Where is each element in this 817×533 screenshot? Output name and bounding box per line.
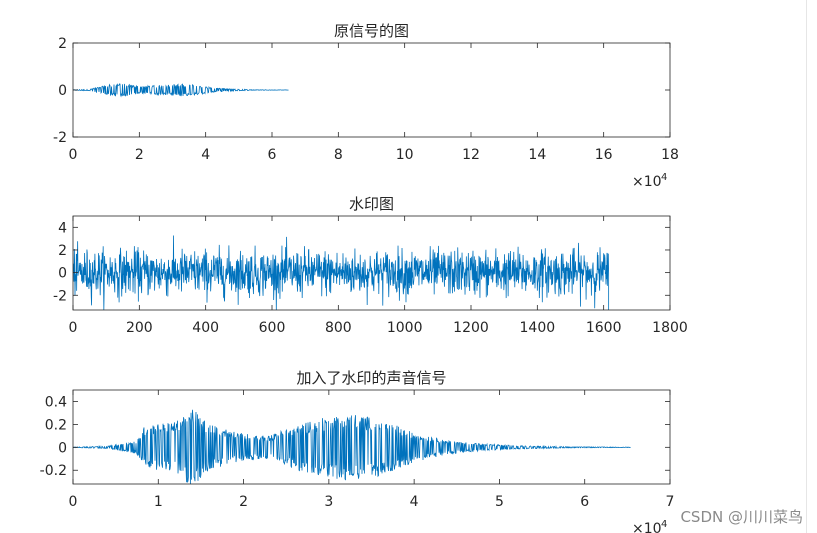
y-tick-label: 0.2	[45, 417, 67, 433]
y-tick-label: 0.4	[45, 394, 67, 410]
x-tick-label: 400	[192, 320, 219, 336]
y-tick-label: 0	[58, 440, 67, 456]
x-tick-label: 1400	[520, 320, 556, 336]
x-exponent-power: 4	[661, 519, 667, 530]
x-tick-label: 1200	[453, 320, 489, 336]
y-tick-label: 2	[58, 243, 67, 259]
y-tick-label: -0.2	[40, 463, 67, 479]
y-tick-label: -2	[53, 288, 67, 304]
x-tick-label: 0	[69, 147, 78, 163]
x-exponent-label: ×10	[632, 521, 662, 533]
series-line-2	[73, 235, 610, 310]
y-tick-label: 0	[58, 83, 67, 99]
y-tick-label: 0	[58, 266, 67, 282]
x-tick-label: 16	[595, 147, 613, 163]
chart-title-3: 加入了水印的声音信号	[296, 369, 446, 387]
x-tick-label: 1	[154, 494, 163, 510]
chart-title-2: 水印图	[349, 195, 394, 213]
x-exponent-label: ×10	[632, 174, 662, 190]
x-tick-label: 1000	[387, 320, 423, 336]
x-tick-label: 4	[410, 494, 419, 510]
x-tick-label: 12	[462, 147, 480, 163]
x-tick-label: 0	[69, 494, 78, 510]
y-tick-label: 2	[58, 36, 67, 52]
axes-box-2	[72, 215, 671, 311]
x-tick-label: 1600	[586, 320, 622, 336]
x-tick-label: 2	[135, 147, 144, 163]
y-tick-label: -2	[53, 130, 67, 146]
x-tick-label: 600	[259, 320, 286, 336]
x-tick-label: 200	[126, 320, 153, 336]
x-tick-label: 0	[69, 320, 78, 336]
x-tick-label: 14	[528, 147, 546, 163]
x-exponent-power: 4	[661, 172, 667, 183]
y-tick-label: 4	[58, 220, 67, 236]
x-tick-label: 5	[495, 494, 504, 510]
x-tick-label: 3	[324, 494, 333, 510]
axes-box-3	[72, 389, 671, 485]
series-line-1	[73, 83, 289, 98]
x-tick-label: 18	[661, 147, 679, 163]
x-tick-label: 7	[666, 494, 675, 510]
x-tick-label: 8	[334, 147, 343, 163]
x-tick-label: 6	[580, 494, 589, 510]
x-tick-label: 1800	[652, 320, 688, 336]
x-tick-label: 4	[201, 147, 210, 163]
x-tick-label: 6	[268, 147, 277, 163]
x-tick-label: 2	[239, 494, 248, 510]
chart-title-1: 原信号的图	[334, 22, 409, 40]
x-tick-label: 800	[325, 320, 352, 336]
x-tick-label: 10	[396, 147, 414, 163]
page-divider	[806, 0, 807, 533]
watermark-text: CSDN @川川菜鸟	[680, 508, 803, 526]
series-line-3	[73, 409, 631, 484]
